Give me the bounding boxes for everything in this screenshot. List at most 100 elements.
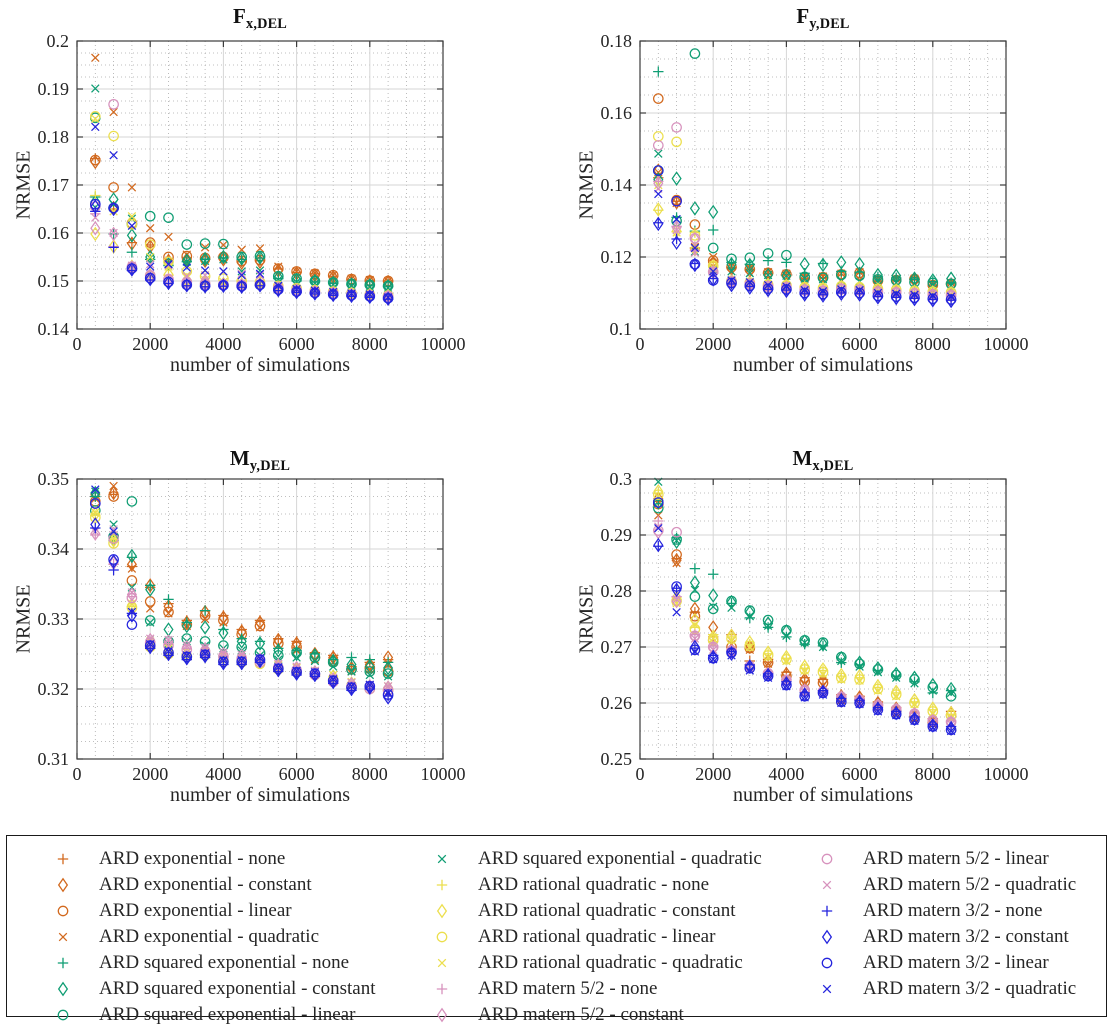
- legend-column-3: ARD matern 5/2 - linear ARD matern 5/2 - …: [815, 846, 1076, 1002]
- plus-marker-icon: [836, 657, 847, 668]
- legend-item-label: ARD matern 3/2 - constant: [863, 926, 1069, 947]
- cross-marker-icon: [91, 485, 100, 494]
- cross-marker-icon: [763, 621, 773, 630]
- cross-marker-icon: [109, 150, 118, 160]
- cross-marker-icon: [437, 854, 447, 864]
- legend-marker-icon: [58, 932, 68, 942]
- plot-my-del: 0 2000 4000 6000 8000 10000 0.31 0.32 0.33 0.34 0.…: [38, 469, 466, 784]
- x-tick-label: 8000: [352, 764, 388, 784]
- axes-box: [76, 478, 444, 760]
- diamond-marker-icon: [872, 267, 883, 283]
- y-tick-label: 0.16: [601, 103, 633, 123]
- cross-marker-icon: [822, 984, 832, 994]
- circle-marker-icon: [890, 291, 902, 302]
- series-matern-3-2-quadratic: [654, 524, 956, 736]
- circle-marker-icon: [781, 284, 792, 295]
- diamond-marker-icon: [273, 643, 284, 658]
- x-tick-label: 2000: [132, 334, 168, 354]
- cross-marker-icon: [91, 508, 100, 517]
- cross-marker-icon: [237, 270, 246, 280]
- legend-item: ARD exponential - constant: [51, 872, 375, 898]
- cross-marker-icon: [182, 641, 192, 650]
- y-axis-label: NRMSE: [575, 150, 598, 220]
- diamond-marker-icon: [145, 582, 156, 597]
- circle-marker-icon: [835, 286, 847, 298]
- legend-column-2: ARD squared exponential - quadratic ARD r…: [430, 846, 762, 1028]
- circle-marker-icon: [890, 708, 902, 720]
- x-axis-label: number of simulations: [170, 784, 350, 806]
- diamond-marker-icon: [218, 655, 229, 671]
- grid-lines: [77, 41, 443, 329]
- plus-marker-icon: [708, 224, 719, 236]
- title-main: M: [792, 446, 813, 470]
- cross-marker-icon: [708, 602, 718, 611]
- title-subscript: x,DEL: [812, 458, 854, 475]
- legend-item-label: ARD matern 5/2 - quadratic: [863, 874, 1077, 895]
- series-matern-3-2-quadratic: [91, 122, 393, 302]
- x-tick-label: 0: [73, 334, 82, 354]
- plot-fx-del: 0 2000 4000 6000 8000 10000 0.14 0.15 0.16 0.17 0.…: [38, 31, 466, 354]
- cross-marker-icon: [654, 511, 663, 520]
- cross-marker-icon: [873, 288, 883, 298]
- legend-marker-icon: [822, 984, 832, 994]
- cross-marker-icon: [310, 269, 320, 278]
- y-tick-label: 0.19: [38, 79, 70, 99]
- cross-marker-icon: [91, 53, 100, 63]
- legend-item: ARD exponential - none: [51, 846, 375, 872]
- circle-marker-icon: [346, 290, 357, 301]
- title-main: M: [229, 446, 250, 470]
- diamond-marker-icon: [817, 662, 829, 677]
- circle-marker-icon: [108, 554, 119, 565]
- circle-marker-icon: [144, 615, 156, 626]
- circle-marker-icon: [689, 591, 701, 602]
- circle-marker-icon: [436, 931, 448, 943]
- x-tick-label: 2000: [695, 764, 731, 784]
- circle-marker-icon: [781, 653, 792, 665]
- circle-marker-icon: [57, 905, 69, 917]
- cross-marker-icon: [763, 659, 773, 669]
- cross-marker-icon: [946, 688, 956, 698]
- cross-marker-icon: [237, 656, 246, 665]
- legend-item: ARD rational quadratic - constant: [430, 898, 762, 924]
- circle-marker-icon: [689, 258, 701, 270]
- data-series: [652, 477, 957, 736]
- cross-marker-icon: [745, 666, 755, 675]
- y-tick-label: 0.12: [601, 247, 633, 267]
- diamond-marker-icon: [836, 667, 847, 683]
- circle-marker-icon: [382, 689, 394, 700]
- circle-marker-icon: [144, 210, 156, 222]
- title-subscript: y,DEL: [249, 458, 291, 475]
- circle-marker-icon: [254, 250, 266, 262]
- circle-marker-icon: [762, 614, 774, 626]
- circle-marker-icon: [89, 498, 101, 509]
- circle-marker-icon: [89, 154, 101, 166]
- cross-marker-icon: [782, 656, 791, 666]
- circle-marker-icon: [144, 640, 156, 651]
- diamond-marker-icon: [689, 257, 700, 273]
- series-squared-exponential-linear: [652, 502, 957, 702]
- diamond-marker-icon: [200, 648, 211, 664]
- circle-marker-icon: [945, 294, 957, 305]
- diamond-marker-icon: [126, 262, 137, 277]
- circle-marker-icon: [126, 575, 138, 586]
- series-matern-3-2-quadratic: [91, 485, 393, 698]
- legend-item: ARD matern 3/2 - linear: [815, 950, 1076, 976]
- cross-marker-icon: [274, 281, 283, 291]
- legend-item: ARD matern 3/2 - none: [815, 898, 1076, 924]
- legend-marker-icon: [436, 1007, 448, 1023]
- cross-marker-icon: [782, 631, 791, 641]
- cross-marker-icon: [200, 614, 210, 624]
- circle-marker-icon: [108, 491, 119, 502]
- circle-marker-icon: [744, 662, 756, 674]
- legend-item-label: ARD matern 5/2 - constant: [478, 1004, 684, 1025]
- legend-item: ARD matern 5/2 - none: [430, 976, 762, 1002]
- circle-marker-icon: [652, 93, 664, 104]
- cross-marker-icon: [255, 653, 265, 663]
- circle-marker-icon: [364, 666, 376, 677]
- circle-marker-icon: [726, 277, 737, 289]
- diamond-marker-icon: [817, 636, 829, 652]
- cross-marker-icon: [91, 122, 100, 132]
- cross-marker-icon: [91, 84, 100, 93]
- legend-marker-icon: [436, 879, 448, 891]
- legend-marker-icon: [437, 958, 447, 968]
